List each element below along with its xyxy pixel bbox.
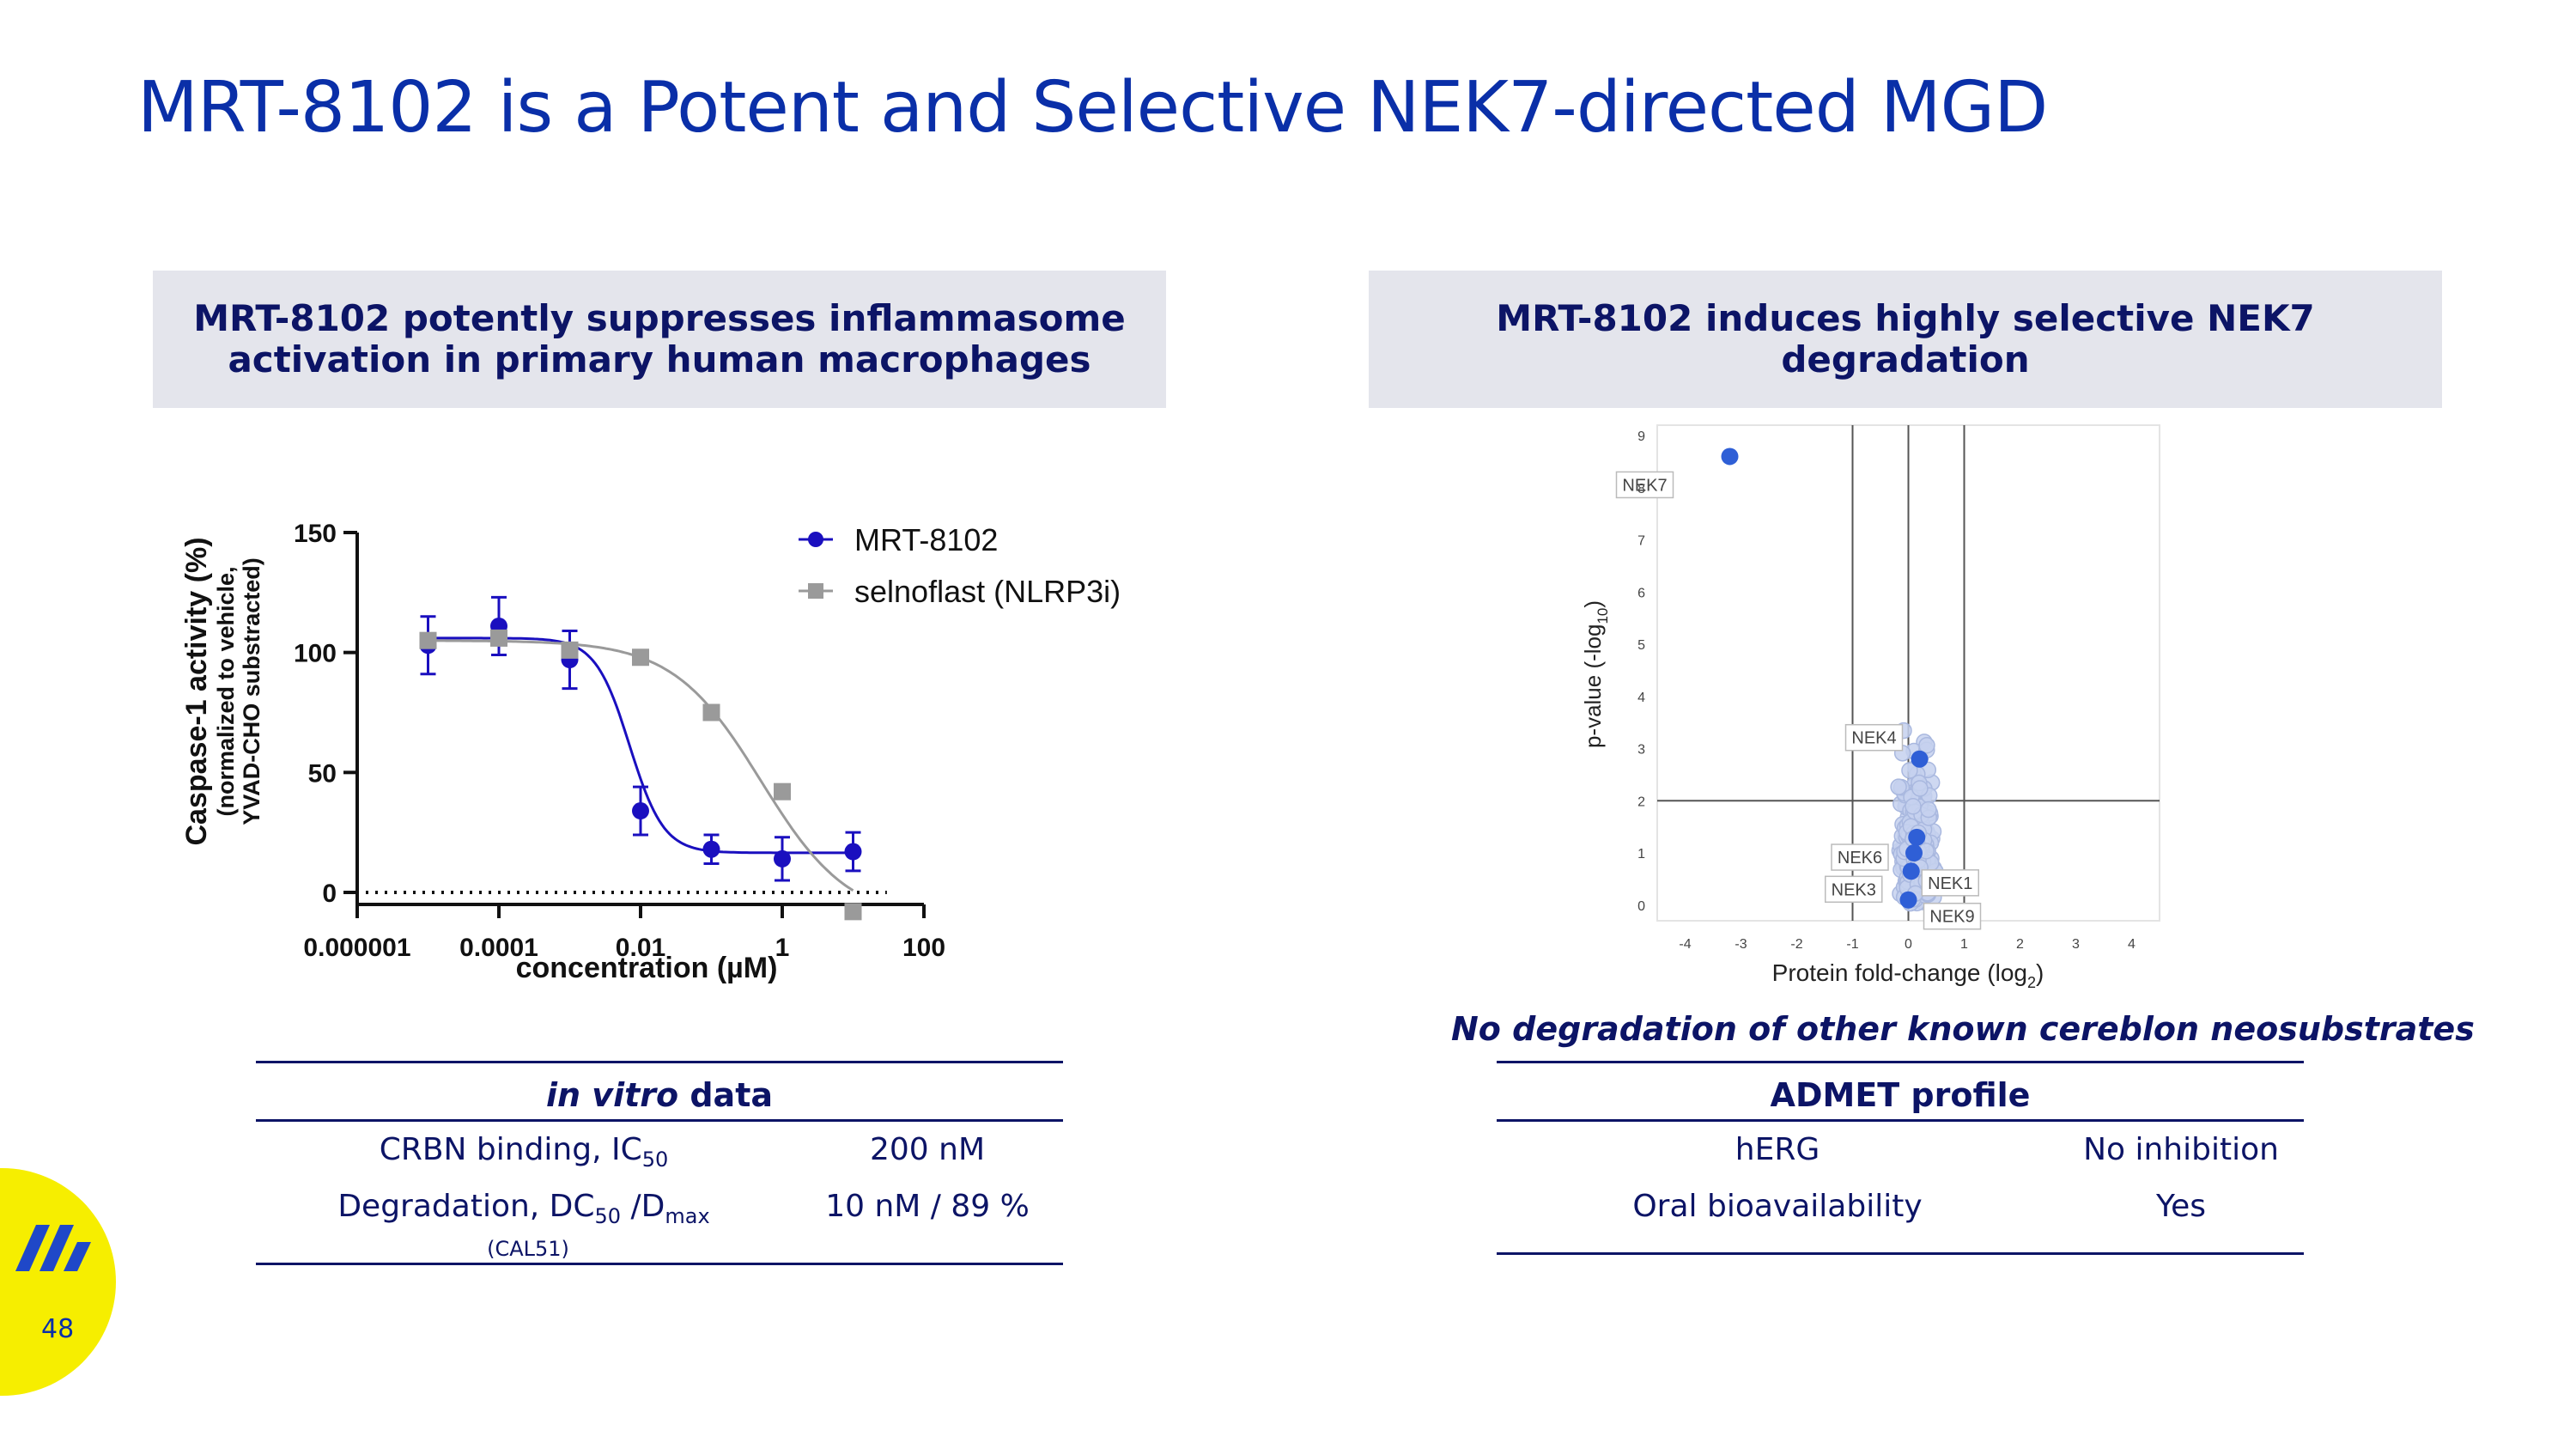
y-axis-subtitle-2: YVAD-CHO substracted) xyxy=(239,557,264,825)
in-vitro-row-2-value: 10 nM / 89 % xyxy=(825,1189,1030,1224)
volcano-y-tick-label: 4 xyxy=(1637,691,1645,705)
data-point-mrt8102 xyxy=(774,849,791,868)
protein-point xyxy=(1901,762,1918,779)
volcano-x-tick-label: -3 xyxy=(1735,937,1747,952)
legend-label-mrt8102: MRT-8102 xyxy=(854,522,998,557)
protein-point xyxy=(1911,780,1929,797)
volcano-x-tick-label: -4 xyxy=(1679,937,1691,952)
y-tick-label: 0 xyxy=(322,880,337,908)
volcano-y-tick-label: 8 xyxy=(1637,482,1645,496)
label-box-nek3 xyxy=(1825,875,1883,904)
highlight-point-nek1 xyxy=(1908,828,1926,846)
right-heading-text: MRT-8102 induces highly selective NEK7 d… xyxy=(1496,297,2315,381)
page-number: 48 xyxy=(41,1314,75,1344)
x-tick-label: 0.000001 xyxy=(303,934,410,962)
label-box-nek7 xyxy=(1615,471,1674,499)
data-point-selnoflast xyxy=(844,903,862,921)
in-vitro-row-1-value: 200 nM xyxy=(869,1132,986,1167)
protein-point xyxy=(1905,797,1922,815)
highlight-point-nek4 xyxy=(1911,750,1929,768)
highlight-point-nek6 xyxy=(1905,844,1923,862)
in-vitro-row-1-label: CRBN binding, IC50 xyxy=(379,1132,669,1172)
protein-point xyxy=(1890,778,1907,795)
label-box-nek1 xyxy=(1921,869,1979,897)
data-point-mrt8102 xyxy=(632,802,649,820)
y-tick-label: 100 xyxy=(294,640,337,668)
data-point-mrt8102 xyxy=(844,843,862,861)
legend-marker-mrt8102 xyxy=(808,532,823,547)
volcano-plot: NEK7 NEK4 NEK1 NEK6 NEK3 NEK9 -4 -3 -2 -1 0 1 2 3 4 0 1… xyxy=(1580,424,2160,991)
x-tick-label: 0.01 xyxy=(616,934,665,962)
volcano-y-tick-label: 9 xyxy=(1637,429,1645,444)
label-nek9: NEK9 xyxy=(1929,908,1974,927)
label-nek6: NEK6 xyxy=(1838,849,1882,868)
in-vitro-header: in vitro data xyxy=(545,1076,773,1114)
in-vitro-row-2-label: Degradation, DC50 /Dmax xyxy=(337,1189,710,1229)
admet-row-2-value: Yes xyxy=(2155,1189,2207,1224)
volcano-y-tick-label: 1 xyxy=(1637,847,1645,861)
dose-response-chart: 0 50 100 150 0.000001 0.0001 0.01 1 100 MRT-8102… xyxy=(180,520,1121,984)
slide-title: MRT-8102 is a Potent and Selective NEK7-… xyxy=(137,67,2048,149)
label-box-nek4 xyxy=(1844,723,1904,752)
volcano-x-title: Protein fold-change (log2) xyxy=(1772,959,2044,991)
legend-label-selnoflast: selnoflast (NLRP3i) xyxy=(854,574,1121,609)
label-box-nek6 xyxy=(1831,843,1889,871)
protein-point xyxy=(1920,801,1937,819)
data-point-selnoflast xyxy=(632,648,649,667)
data-point-mrt8102 xyxy=(702,840,720,858)
data-point-selnoflast xyxy=(490,629,507,647)
volcano-y-tick-label: 6 xyxy=(1637,586,1645,600)
left-heading-line1: MRT-8102 potently suppresses inflammasom… xyxy=(193,297,1126,339)
volcano-x-tick-label: -2 xyxy=(1790,937,1802,952)
volcano-x-tick-label: 2 xyxy=(2016,937,2024,952)
left-panel-heading: MRT-8102 potently suppresses inflammasom… xyxy=(153,271,1166,408)
volcano-y-tick-label: 3 xyxy=(1637,743,1645,758)
data-point-selnoflast xyxy=(561,641,579,659)
x-tick-label: 0.0001 xyxy=(459,934,538,962)
right-panel-heading: MRT-8102 induces highly selective NEK7 d… xyxy=(1369,271,2442,408)
data-point-selnoflast xyxy=(774,782,791,801)
admet-row-1-label: hERG xyxy=(1735,1132,1820,1167)
highlight-point-nek9 xyxy=(1899,891,1917,909)
left-heading-line2: activation in primary human macrophages xyxy=(228,338,1091,381)
x-tick-label: 1 xyxy=(775,934,790,962)
label-nek7: NEK7 xyxy=(1622,476,1667,495)
label-nek3: NEK3 xyxy=(1832,880,1876,899)
volcano-x-tick-label: 4 xyxy=(2128,937,2136,952)
selectivity-note: No degradation of other known cereblon n… xyxy=(1451,1010,2475,1048)
highlight-point-nek7 xyxy=(1721,447,1739,466)
volcano-x-tick-label: -1 xyxy=(1846,937,1858,952)
y-tick-label: 50 xyxy=(308,759,337,788)
in-vitro-footnote: (CAL51) xyxy=(487,1237,569,1261)
volcano-y-tick-label: 0 xyxy=(1637,899,1645,914)
legend-marker-selnoflast xyxy=(808,583,823,599)
x-axis-title: concentration (µM) xyxy=(516,952,778,984)
brand-logo-icon xyxy=(15,1225,91,1271)
volcano-y-title: p-value (-log10) xyxy=(1580,600,1611,748)
label-box-nek9 xyxy=(1923,902,1982,930)
volcano-x-tick-label: 3 xyxy=(2072,937,2080,952)
volcano-y-tick-label: 5 xyxy=(1637,638,1645,653)
admet-row-2-label: Oral bioavailability xyxy=(1632,1189,1923,1224)
admet-header: ADMET profile xyxy=(1770,1076,2031,1114)
y-axis-title: Caspase-1 activity (%) xyxy=(180,537,213,845)
data-point-selnoflast xyxy=(702,703,720,721)
label-nek1: NEK1 xyxy=(1928,874,1972,893)
admet-row-1-value: No inhibition xyxy=(2083,1132,2279,1167)
volcano-y-tick-label: 2 xyxy=(1637,795,1645,809)
volcano-y-tick-label: 7 xyxy=(1637,534,1645,549)
label-nek4: NEK4 xyxy=(1851,729,1896,748)
volcano-x-tick-label: 1 xyxy=(1960,937,1968,952)
protein-point xyxy=(1918,737,1935,754)
highlight-point-nek3 xyxy=(1902,862,1920,880)
x-tick-label: 100 xyxy=(902,934,945,962)
y-tick-label: 150 xyxy=(294,520,337,548)
y-axis-subtitle-1: (normalized to vehicle, xyxy=(213,566,239,816)
data-point-selnoflast xyxy=(419,631,437,649)
volcano-x-tick-label: 0 xyxy=(1905,937,1912,952)
